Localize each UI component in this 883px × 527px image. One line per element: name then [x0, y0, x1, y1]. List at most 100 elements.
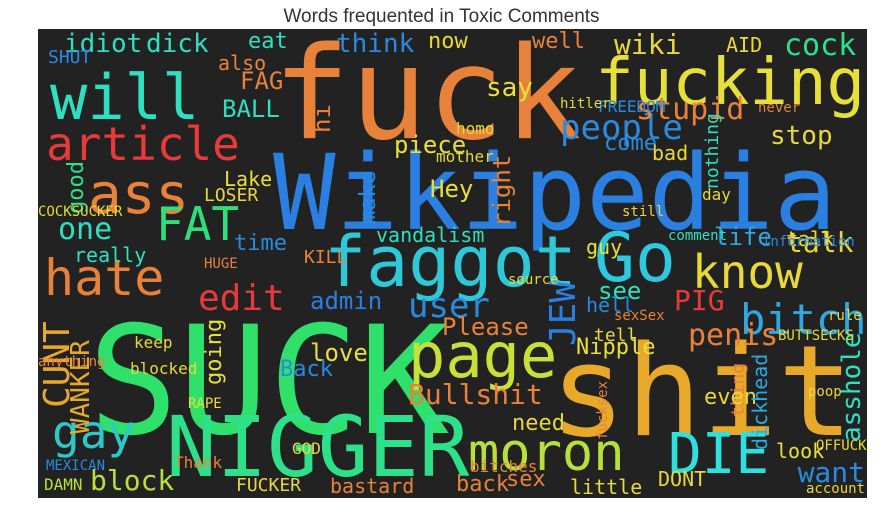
- cloud-word: even: [704, 385, 757, 410]
- cloud-word: wiki: [614, 29, 682, 61]
- cloud-word: little: [570, 475, 643, 498]
- cloud-word: hell: [586, 293, 635, 317]
- cloud-word: stupid: [636, 92, 745, 127]
- cloud-word: account: [805, 481, 865, 497]
- cloud-word: now: [428, 29, 468, 54]
- cloud-word: rule: [828, 308, 862, 324]
- cloud-word: say: [486, 73, 533, 103]
- cloud-word: life: [714, 223, 772, 251]
- cloud-word: DIE: [668, 422, 770, 487]
- cloud-word: idiot: [64, 29, 143, 59]
- cloud-word: admin: [310, 287, 383, 315]
- cloud-word: hate: [44, 249, 165, 307]
- cloud-word: shit: [550, 318, 854, 465]
- cloud-word: article: [46, 117, 240, 171]
- cloud-word: GOD: [292, 439, 321, 458]
- cloud-word: SUCK: [88, 295, 450, 469]
- cloud-word: anything: [38, 354, 106, 370]
- cloud-word: homo: [456, 119, 495, 138]
- cloud-word: need: [512, 411, 565, 436]
- cloud-word: Please: [442, 313, 529, 341]
- cloud-word: OFFUCK: [816, 438, 867, 454]
- cloud-word: DONT: [658, 467, 707, 491]
- cloud-word: fuck: [273, 29, 582, 169]
- cloud-word: Nipple: [576, 335, 656, 360]
- cloud-word: HUGE: [204, 256, 238, 272]
- cloud-word: Wikipedia: [273, 132, 837, 254]
- cloud-word: day: [702, 185, 731, 204]
- cloud-word: AID: [726, 33, 763, 57]
- cloud-word: MEXICAN: [46, 458, 106, 474]
- cloud-word: fucksex: [595, 380, 611, 440]
- cloud-word: SHUT: [48, 47, 92, 68]
- cloud-word: poop: [808, 384, 842, 400]
- cloud-word: guy: [586, 235, 623, 259]
- cloud-word: faggot: [324, 221, 577, 303]
- cloud-word: make: [356, 170, 381, 224]
- cloud-word: see: [598, 277, 642, 305]
- cloud-word: dickhead: [748, 353, 772, 451]
- cloud-word: know: [692, 245, 803, 299]
- cloud-word: bad: [652, 141, 689, 165]
- cloud-word: keep: [134, 333, 173, 352]
- cloud-word: bitches: [470, 457, 538, 476]
- cloud-word: nothing: [702, 113, 723, 190]
- cloud-word: hitler: [560, 96, 611, 112]
- cloud-word: sexSex: [614, 308, 665, 324]
- cloud-word: love: [310, 339, 368, 367]
- cloud-word: really: [74, 243, 147, 267]
- cloud-word: NIGGER: [166, 398, 470, 496]
- cloud-word: user: [408, 286, 490, 326]
- cloud-word: sex: [506, 467, 546, 492]
- cloud-word: still: [622, 204, 665, 220]
- cloud-word: COCKSUCKER: [38, 204, 123, 220]
- cloud-word: asshole: [837, 332, 867, 442]
- cloud-word: will: [50, 61, 200, 134]
- cloud-word: back: [456, 472, 509, 497]
- cloud-word: page: [408, 319, 558, 392]
- cloud-word: Lake: [224, 167, 273, 191]
- cloud-word: think: [336, 29, 415, 59]
- cloud-word: people: [560, 108, 683, 148]
- cloud-word: edit: [198, 278, 285, 319]
- cloud-word: hi: [308, 103, 336, 133]
- cloud-word: piece: [394, 131, 467, 159]
- cloud-word: information: [762, 234, 855, 250]
- cloud-word: bastard: [330, 474, 415, 498]
- cloud-word: come: [604, 131, 657, 156]
- cloud-word: Go: [594, 219, 676, 298]
- cloud-word: stop: [770, 121, 833, 151]
- cloud-word: RAPE: [188, 396, 222, 412]
- cloud-word: look: [776, 439, 825, 463]
- cloud-word: cock: [784, 29, 857, 63]
- cloud-word: FREEDOM: [598, 97, 666, 116]
- cloud-word: BALL: [222, 95, 280, 123]
- cloud-word: talk: [786, 226, 854, 259]
- cloud-word: talk: [786, 227, 835, 251]
- cloud-word: dick: [146, 29, 209, 59]
- cloud-word: FUCKER: [236, 475, 302, 496]
- cloud-word: bitch: [740, 295, 867, 344]
- cloud-word: blocked: [130, 359, 198, 378]
- cloud-word: FAT: [156, 197, 240, 251]
- cloud-word: Back: [280, 357, 333, 382]
- cloud-word: Thank: [174, 453, 223, 472]
- cloud-word: never: [758, 100, 801, 116]
- cloud-word: one: [58, 212, 113, 247]
- cloud-word: also: [218, 51, 267, 75]
- cloud-word: time: [234, 231, 287, 256]
- cloud-word: Bullshit: [408, 378, 543, 411]
- cloud-word: FAG: [240, 67, 284, 95]
- cloud-word: source: [508, 272, 559, 288]
- cloud-word: ass: [88, 162, 190, 227]
- cloud-word: fucking: [595, 46, 865, 120]
- cloud-word: eat: [248, 29, 288, 54]
- cloud-word: vandalism: [376, 223, 485, 247]
- cloud-word: PIG: [674, 284, 725, 317]
- cloud-word: DAMN: [44, 475, 83, 494]
- cloud-word: tell: [594, 325, 638, 346]
- cloud-word: Hey: [430, 175, 474, 203]
- cloud-word: penis: [688, 318, 779, 353]
- cloud-word: BUTTSECKS: [778, 328, 854, 344]
- cloud-word: going: [202, 318, 227, 386]
